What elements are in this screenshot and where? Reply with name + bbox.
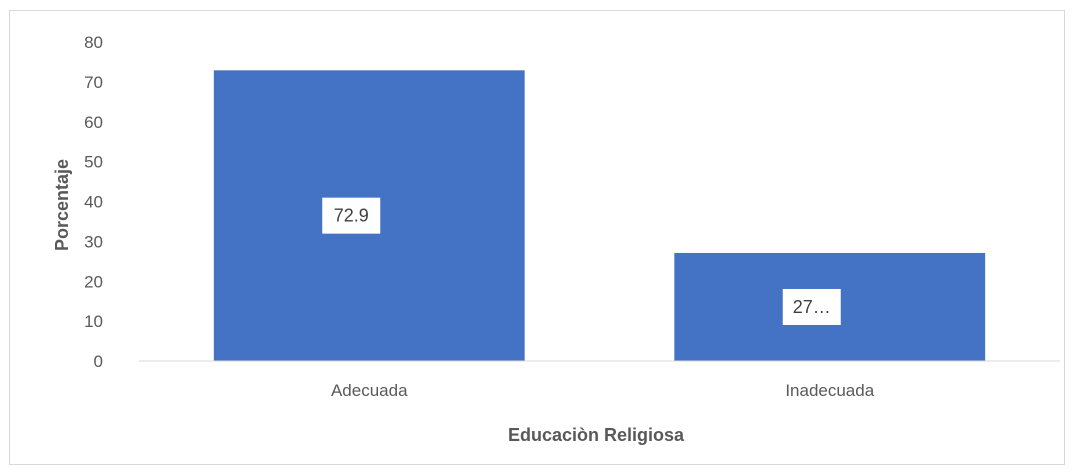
data-label-text: 72.9 [334, 206, 369, 226]
data-label: 27… [782, 288, 841, 325]
y-axis-title: Porcentaje [52, 159, 72, 251]
y-tick-label: 20 [84, 272, 103, 291]
y-tick-label: 80 [84, 33, 103, 52]
data-label: 72.9 [322, 197, 381, 234]
x-tick-label: Adecuada [331, 381, 408, 400]
y-axis-ticks: 0 10 20 30 40 50 60 70 80 [84, 33, 103, 371]
y-tick-label: 50 [84, 153, 103, 172]
y-tick-label: 30 [84, 232, 103, 251]
x-axis-categories: Adecuada Inadecuada [331, 381, 875, 400]
x-tick-label: Inadecuada [785, 381, 874, 400]
y-tick-label: 0 [94, 352, 103, 371]
y-tick-label: 10 [84, 312, 103, 331]
y-tick-label: 70 [84, 73, 103, 92]
x-axis-title: Educaciòn Religiosa [508, 425, 685, 445]
data-label-box [782, 288, 841, 325]
chart-frame [9, 10, 1065, 465]
data-label-box [322, 197, 381, 234]
data-labels: 72.9 27… [322, 197, 841, 325]
data-label-text: 27… [793, 297, 831, 317]
y-tick-label: 40 [84, 193, 103, 212]
y-tick-label: 60 [84, 113, 103, 132]
